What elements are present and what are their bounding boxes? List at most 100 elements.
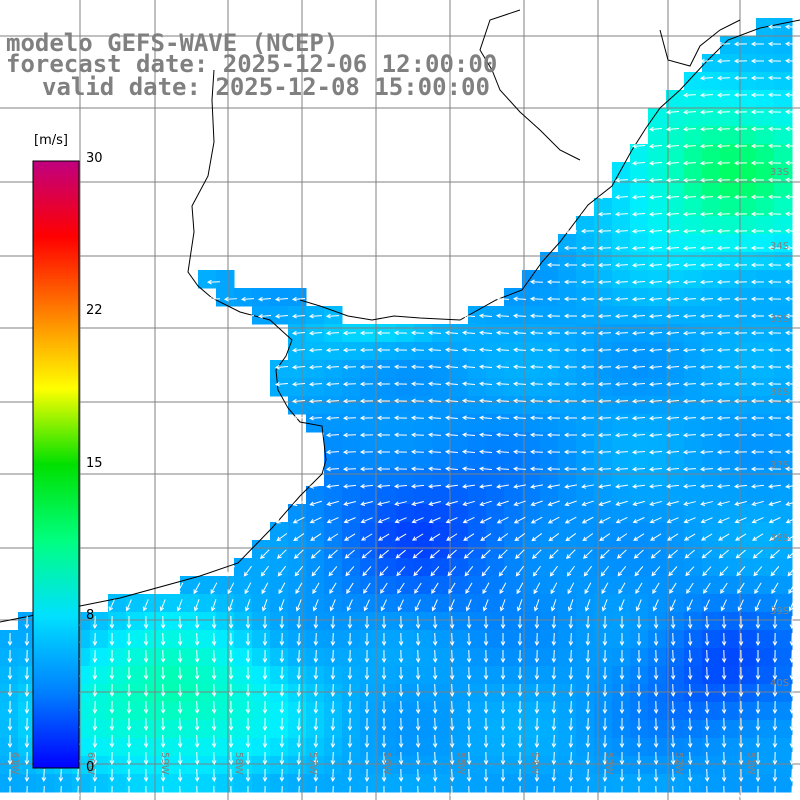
wind-arrow (444, 347, 459, 353)
wind-speed-cell (414, 594, 433, 613)
wind-arrow (529, 432, 544, 438)
wind-arrow (786, 533, 798, 541)
wind-speed-cell (666, 360, 685, 379)
wind-arrow (699, 211, 714, 217)
wind-speed-cell (648, 378, 667, 397)
wind-speed-cell (306, 306, 325, 325)
wind-arrow (784, 245, 799, 251)
wind-arrow (755, 649, 761, 664)
wind-arrow (585, 717, 591, 732)
wind-arrow (126, 615, 132, 630)
wind-speed-cell (414, 738, 433, 757)
wind-speed-cell (504, 360, 523, 379)
wind-arrow (648, 228, 663, 234)
wind-speed-cell (360, 738, 379, 757)
wind-speed-cell (738, 90, 757, 109)
wind-arrow (499, 599, 506, 612)
wind-speed-cell (252, 702, 271, 721)
wind-speed-cell (414, 720, 433, 739)
wind-speed-cell (234, 648, 253, 667)
wind-speed-cell (774, 738, 793, 757)
wind-arrow (278, 582, 286, 595)
wind-arrow (750, 415, 765, 421)
wind-speed-cell (576, 738, 595, 757)
wind-arrow (767, 432, 782, 438)
wind-speed-cell (0, 630, 19, 649)
wind-arrow (513, 516, 526, 524)
wind-arrow (533, 582, 541, 595)
wind-speed-cell (396, 414, 415, 433)
wind-speed-cell (774, 306, 793, 325)
wind-arrow (699, 75, 714, 81)
wind-arrow (534, 632, 540, 647)
longitude-label: 54W (529, 752, 540, 775)
wind-arrow (444, 381, 459, 387)
wind-arrow (784, 41, 799, 47)
wind-speed-cell (504, 720, 523, 739)
wind-speed-cell (666, 756, 685, 775)
wind-arrow (784, 466, 799, 472)
wind-arrow (568, 683, 574, 698)
wind-arrow (109, 785, 115, 800)
wind-arrow (500, 615, 506, 630)
wind-arrow (517, 751, 523, 766)
wind-arrow (291, 296, 306, 302)
wind-arrow (376, 381, 391, 387)
wind-speed-cell (594, 522, 613, 541)
wind-speed-cell (180, 648, 199, 667)
wind-speed-cell (180, 612, 199, 631)
wind-arrow (223, 296, 238, 302)
wind-speed-cell (720, 594, 739, 613)
wind-arrow (772, 734, 778, 749)
wind-arrow (787, 566, 797, 577)
wind-arrow (228, 666, 234, 681)
wind-speed-cell (756, 558, 775, 577)
wind-arrow (665, 330, 680, 336)
wind-speed-cell (684, 396, 703, 415)
wind-arrow (653, 632, 659, 647)
wind-arrow (479, 484, 493, 489)
wind-arrow (597, 330, 612, 336)
wind-arrow (394, 517, 407, 524)
wind-speed-cell (738, 360, 757, 379)
wind-arrow (313, 683, 319, 698)
wind-speed-cell (540, 252, 559, 271)
wind-arrow (262, 785, 268, 800)
wind-speed-cell (144, 684, 163, 703)
wind-arrow (517, 615, 523, 630)
wind-speed-cell (522, 738, 541, 757)
wind-arrow (703, 582, 711, 594)
wind-speed-cell (648, 306, 667, 325)
wind-arrow (461, 381, 476, 387)
wind-speed-cell (162, 630, 181, 649)
wind-arrow (7, 649, 13, 664)
wind-speed-cell (540, 468, 559, 487)
wind-arrow (597, 228, 612, 234)
wind-speed-cell (342, 756, 361, 775)
wind-speed-cell (504, 324, 523, 343)
wind-speed-cell (738, 252, 757, 271)
wind-arrow (636, 649, 642, 664)
wind-arrow (767, 177, 782, 183)
wind-arrow (393, 432, 408, 438)
wind-arrow (92, 649, 98, 664)
wind-speed-cell (612, 342, 631, 361)
wind-arrow (279, 717, 285, 732)
wind-speed-cell (738, 144, 757, 163)
wind-arrow (583, 565, 593, 577)
wind-arrow (245, 649, 251, 664)
wind-arrow (495, 398, 510, 404)
wind-speed-cell (684, 594, 703, 613)
wind-arrow (381, 768, 387, 783)
wind-speed-cell (126, 738, 145, 757)
wind-speed-cell (414, 360, 433, 379)
wind-speed-cell (594, 558, 613, 577)
wind-speed-cell (612, 414, 631, 433)
wind-arrow (446, 533, 458, 541)
wind-arrow (427, 347, 442, 353)
wind-arrow (109, 649, 115, 664)
wind-speed-cell (738, 666, 757, 685)
wind-speed-cell (612, 612, 631, 631)
wind-arrow (669, 599, 676, 612)
wind-arrow (177, 768, 183, 783)
